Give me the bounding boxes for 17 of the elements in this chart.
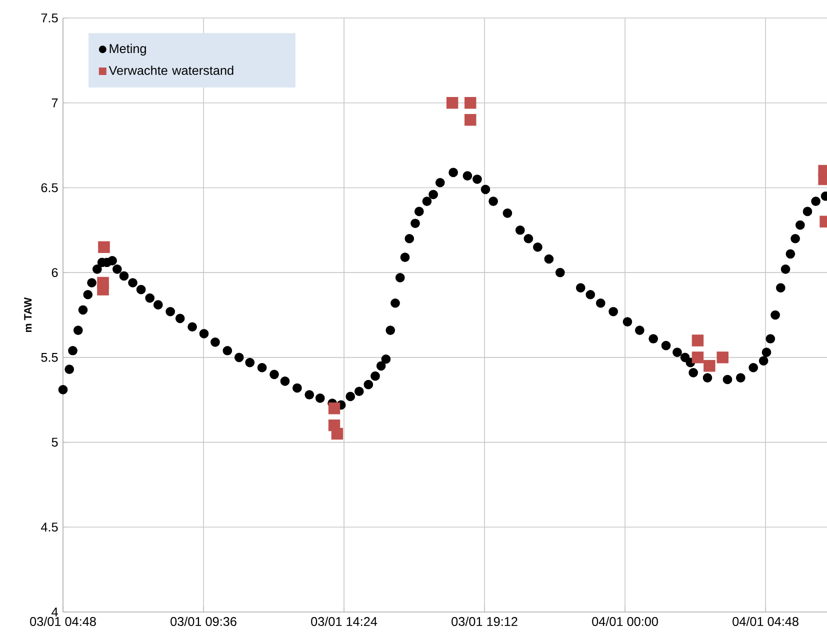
y-tick-label: 7 bbox=[52, 98, 58, 108]
x-tick-label: 04/01 00:00 bbox=[592, 616, 658, 626]
x-tick-label: 03/01 19:12 bbox=[452, 616, 518, 626]
x-tick-label: 03/01 04:48 bbox=[30, 616, 96, 626]
y-tick-label: 5 bbox=[52, 438, 58, 447]
y-tick-label: 6 bbox=[52, 268, 58, 278]
y-tick-label: 4.5 bbox=[40, 522, 58, 532]
y-tick-label: 5.5 bbox=[41, 353, 58, 362]
y-tick-label: 6.5 bbox=[41, 183, 58, 192]
x-tick-label: 03/01 14:24 bbox=[311, 616, 378, 626]
x-tick-label: 03/01 09:36 bbox=[170, 616, 236, 626]
legend-label: Meting bbox=[110, 44, 146, 56]
y-tick-label: 4 bbox=[52, 608, 58, 616]
legend-label: Verwachte waterstand bbox=[108, 66, 234, 75]
y-tick-label: 7.5 bbox=[41, 14, 58, 22]
y-axis-title: m TAW bbox=[24, 297, 32, 332]
x-tick-label: 04/01 04:48 bbox=[732, 616, 798, 626]
